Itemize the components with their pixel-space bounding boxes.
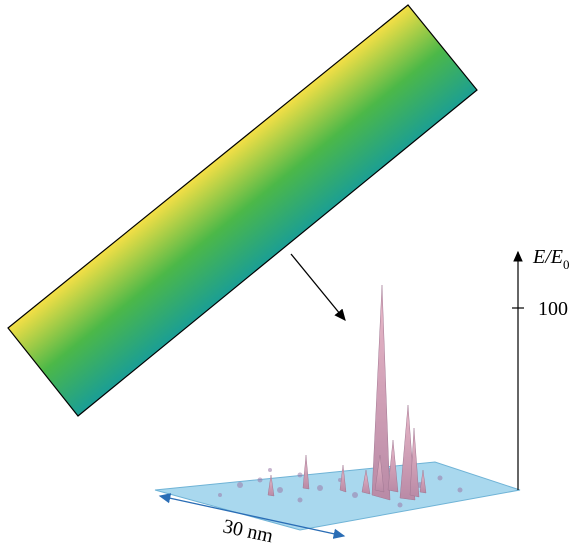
- axis-label: E/E0: [532, 246, 570, 272]
- surface-plane: [155, 462, 520, 530]
- light-beam: [8, 5, 477, 416]
- figure: 100 E/E0 30 nm: [0, 0, 581, 543]
- axis-label-main: E/E: [532, 246, 563, 268]
- beam-arrow: [291, 254, 345, 320]
- tick-label: 100: [538, 298, 568, 320]
- axis-label-sub: 0: [563, 257, 570, 272]
